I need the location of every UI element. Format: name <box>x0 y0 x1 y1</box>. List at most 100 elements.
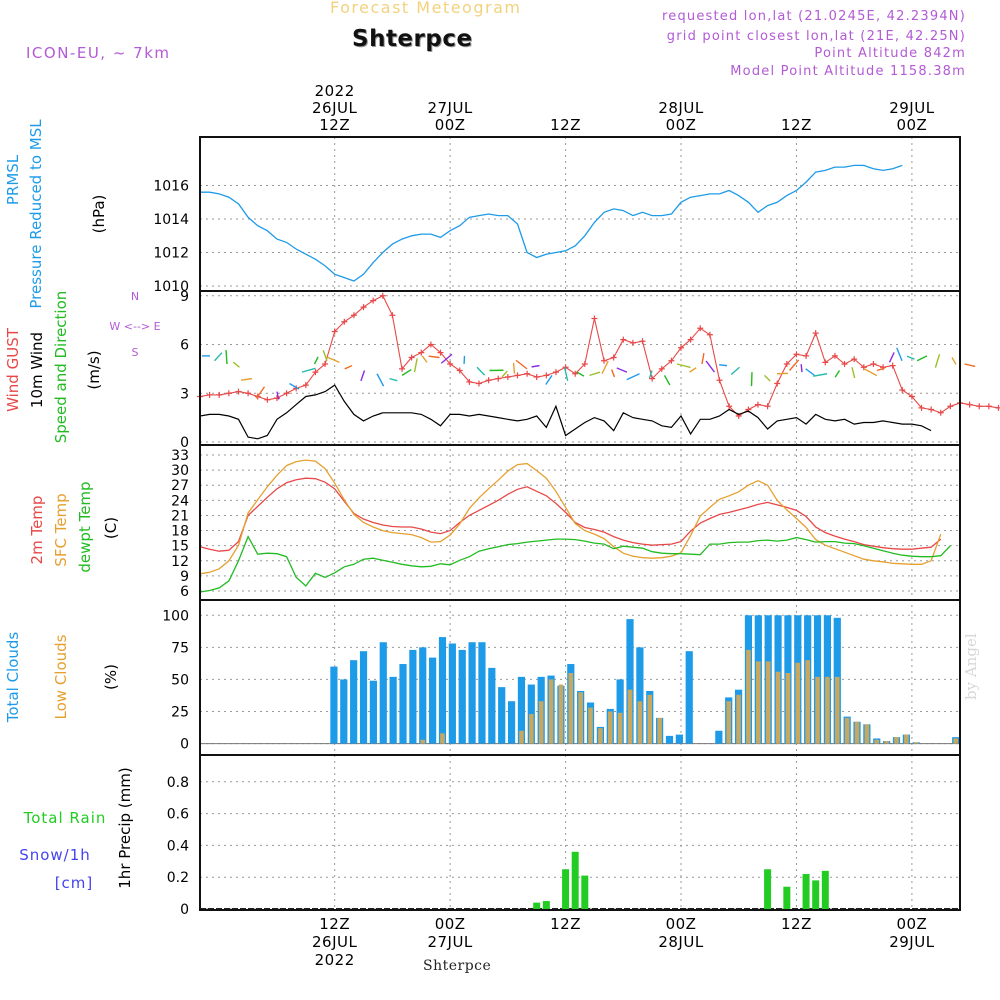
wind-gust-marker <box>966 401 973 408</box>
wind-gust-marker <box>716 377 723 384</box>
low-clouds-bar <box>627 689 633 744</box>
temperature-series-2 <box>199 535 951 593</box>
wind-ytick-0: 0 <box>180 435 189 451</box>
wind-gust-marker <box>764 403 771 410</box>
wind-gust-marker <box>495 375 502 382</box>
wind-arrow <box>301 367 316 373</box>
wind-arrow <box>964 363 976 368</box>
temperature-ylabel-0: 2m Temp <box>28 496 46 565</box>
wind-gust-marker <box>524 370 531 377</box>
bottom-time-label-1-0: 00Z <box>435 915 466 933</box>
clouds-ytick-3: 75 <box>171 640 189 656</box>
low-clouds-bar <box>529 714 534 744</box>
wind-speed-line <box>199 384 932 440</box>
low-clouds-bar <box>578 692 583 744</box>
rain-bar <box>783 886 791 909</box>
wind-arrow <box>276 391 280 400</box>
temperature-ytick-6: 24 <box>171 493 189 509</box>
pressure-ylabel-0: PRMSL <box>4 154 22 205</box>
total-clouds-bar <box>389 676 397 744</box>
low-clouds-bar <box>726 701 732 744</box>
low-clouds-bar <box>953 738 959 744</box>
temperature-ytick-5: 21 <box>171 508 189 524</box>
low-clouds-bar <box>795 662 801 744</box>
pressure-ytick-0: 1010 <box>153 279 189 295</box>
rain-bar <box>821 870 829 909</box>
low-clouds-bar <box>834 676 840 744</box>
total-clouds-bar <box>458 649 466 744</box>
wind-arrow <box>428 355 440 359</box>
temperature-series-0 <box>199 477 942 552</box>
wind-gust-marker <box>379 292 386 299</box>
wind-arrow <box>626 373 640 381</box>
rain-bar <box>533 902 541 909</box>
top-time-label-3-1: 00Z <box>666 116 697 134</box>
low-clouds-bar <box>538 701 544 744</box>
wind-gust-marker <box>995 404 1000 411</box>
total-clouds-bar <box>478 642 486 744</box>
low-clouds-bar <box>519 730 524 744</box>
wind-gust-marker <box>312 369 319 376</box>
wind-gust-marker <box>581 361 588 367</box>
low-clouds-bar <box>607 711 613 744</box>
temperature-series-1 <box>199 459 942 575</box>
low-clouds-bar <box>548 679 554 744</box>
wind-gust-marker <box>216 391 223 398</box>
wind-arrow <box>916 355 928 362</box>
wind-arrow <box>616 367 628 373</box>
bottom-time-label-3-0: 00Z <box>666 915 697 933</box>
low-clouds-bar <box>647 694 653 744</box>
low-clouds-bar <box>765 661 771 744</box>
total-clouds-bar <box>330 666 338 744</box>
wind-gust-marker <box>514 372 521 379</box>
temperature-ylabel-2: dewpt Temp <box>76 481 94 572</box>
top-time-label-0-2: 12Z <box>319 116 350 134</box>
wind-gust-marker <box>552 369 559 376</box>
wind-gust-marker <box>341 318 348 325</box>
wind-gust-marker <box>841 361 848 367</box>
bottom-time-label-0-2: 2022 <box>315 951 355 969</box>
wind-arrow <box>512 362 516 374</box>
requested-coordinates: requested lon,lat (21.0245E, 42.2394N) <box>661 9 966 24</box>
wind-gust-marker <box>889 362 896 369</box>
wind-ylabel-1: 10m Wind <box>28 332 46 408</box>
total-clouds-bar <box>350 660 358 744</box>
precip-legend-unit: [cm] <box>55 874 94 892</box>
wind-arrow <box>648 370 653 379</box>
low-clouds-bar <box>420 739 426 744</box>
wind-arrow <box>225 349 228 365</box>
wind-arrow <box>241 377 253 381</box>
pressure-ytick-3: 1016 <box>153 179 189 195</box>
wind-gust-marker <box>591 315 598 322</box>
wind-arrow <box>515 359 528 370</box>
wind-arrow <box>601 360 609 375</box>
clouds-ytick-0: 0 <box>180 737 189 753</box>
wind-gust-marker <box>418 349 425 356</box>
wind-gust-marker <box>389 312 396 319</box>
wind-arrow <box>501 370 508 378</box>
total-clouds-bar <box>665 735 674 744</box>
wind-arrow <box>610 369 616 378</box>
total-clouds-bar <box>626 619 634 744</box>
wind-arrow <box>888 352 895 363</box>
wind-gust-marker <box>225 390 232 397</box>
temperature-ytick-2: 12 <box>171 554 189 570</box>
clouds-ylabel-0: Total Clouds <box>4 632 22 724</box>
wind-gust-marker <box>793 351 800 358</box>
point-altitude: Point Altitude 842m <box>814 46 966 61</box>
temperature-ytick-4: 18 <box>171 524 189 540</box>
wind-arrow <box>851 367 856 379</box>
credit-watermark: by Angel <box>962 633 980 700</box>
wind-gust-marker <box>649 375 656 382</box>
low-clouds-bar <box>637 701 643 744</box>
wind-arrow <box>730 366 740 375</box>
wind-gust-marker <box>754 401 761 408</box>
bottom-time-label-0-1: 26JUL <box>312 933 357 951</box>
wind-direction-arrows <box>202 347 976 400</box>
wind-arrow <box>589 371 601 377</box>
wind-arrow <box>289 382 300 390</box>
wind-gust-marker <box>803 352 810 359</box>
wind-arrow <box>800 364 803 373</box>
wind-gust-marker <box>976 403 983 410</box>
wind-arrow <box>576 371 585 377</box>
